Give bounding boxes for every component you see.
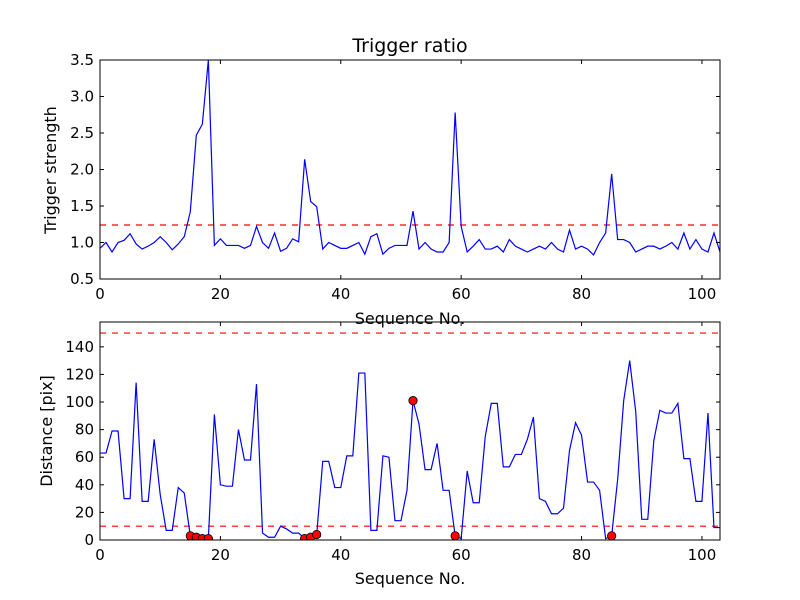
bottom-x-tick-label-1: 20	[211, 546, 230, 564]
top-y-tick-label-0: 0.5	[70, 270, 94, 288]
bottom-x-tick-label-3: 60	[452, 546, 471, 564]
bottom-y-tick-label-0: 0	[84, 531, 94, 549]
bottom-axes-frame	[99, 321, 721, 541]
bottom-marker-7	[408, 396, 418, 406]
bottom-marker-8	[450, 531, 460, 540]
bottom-x-tick-label-0: 0	[95, 546, 105, 564]
bottom-marker-6	[312, 529, 322, 540]
distance-plot: 0 20 40 60 80 100 0 20 40 60 80 100 120 140	[65, 321, 721, 564]
top-x-tick-label-1: 20	[211, 285, 230, 303]
top-x-tick-label-4: 80	[572, 285, 591, 303]
bottom-y-tick-label-7: 140	[65, 338, 94, 356]
bottom-marker-9	[607, 531, 617, 540]
trigger-ratio-plot: 0 20 40 60 80 100 0.5 1.0 1.5 2.0 2.5 3.0 3.5	[70, 51, 721, 303]
top-y-tick-label-5: 3.0	[70, 88, 94, 106]
trigger-ratio-chart: Trigger ratio 0 20 40 60 80 100 0.5 1.0 1.5 2.0 2.…	[41, 35, 721, 328]
bottom-plot-area	[100, 332, 720, 540]
trigger-ratio-title: Trigger ratio	[351, 35, 467, 57]
top-y-tick-label-1: 1.0	[70, 234, 94, 252]
top-x-tick-label-0: 0	[95, 285, 105, 303]
bottom-x-tick-label-5: 100	[688, 546, 717, 564]
bottom-y-tick-label-5: 100	[65, 393, 94, 411]
top-series-line	[100, 60, 720, 256]
bottom-y-axis-label: Distance [pix]	[37, 375, 56, 487]
bottom-x-axis-label: Sequence No.	[355, 569, 466, 588]
top-y-tick-label-3: 2.0	[70, 161, 94, 179]
top-y-axis-label: Trigger strength	[41, 106, 60, 235]
bottom-x-tick-label-2: 40	[331, 546, 350, 564]
bottom-marker-3	[203, 534, 213, 540]
top-y-tick-label-4: 2.5	[70, 124, 94, 142]
top-x-axis-label: Sequence No.	[355, 309, 466, 328]
bottom-x-tick-label-4: 80	[572, 546, 591, 564]
bottom-y-tick-label-3: 60	[75, 448, 94, 466]
top-x-tick-label-5: 100	[688, 285, 717, 303]
bottom-y-tick-label-1: 20	[75, 503, 94, 521]
top-y-tick-label-6: 3.5	[70, 51, 94, 69]
top-y-tick-label-2: 1.5	[70, 197, 94, 215]
distance-chart: 0 20 40 60 80 100 0 20 40 60 80 100 120 140 Sequence …	[37, 321, 721, 588]
bottom-y-tick-label-6: 120	[65, 365, 94, 383]
top-x-tick-label-3: 60	[452, 285, 471, 303]
top-plot-area	[100, 60, 720, 256]
top-x-tick-label-2: 40	[331, 285, 350, 303]
bottom-y-tick-label-4: 80	[75, 421, 94, 439]
bottom-y-tick-label-2: 40	[75, 476, 94, 494]
